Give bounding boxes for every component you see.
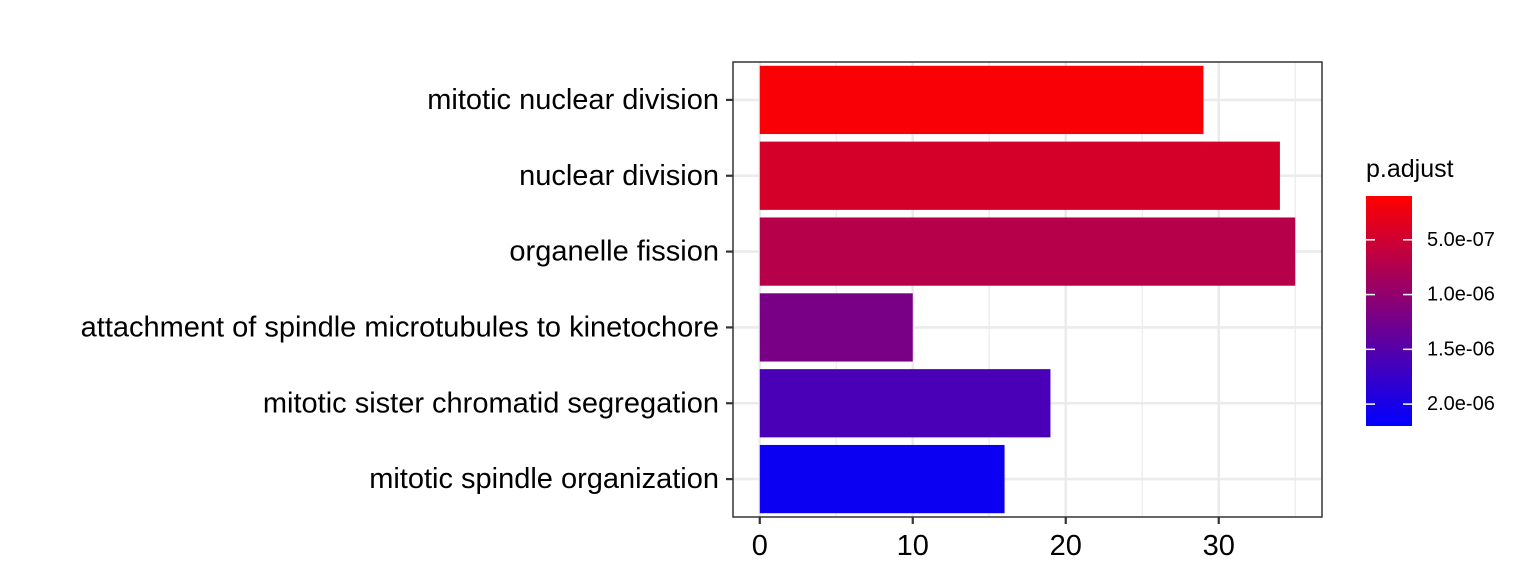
- category-label: nuclear division: [519, 160, 719, 192]
- panel-background: [733, 62, 1322, 517]
- x-tick-label: 10: [897, 530, 929, 562]
- legend-tick-label: 1.0e-06: [1427, 284, 1495, 306]
- bar: [759, 217, 1296, 286]
- legend-tick-label: 5.0e-07: [1427, 229, 1495, 251]
- x-tick-label: 20: [1050, 530, 1082, 562]
- bar: [759, 293, 913, 362]
- legend-ticks: 5.0e-07 1.0e-06 1.5e-06 2.0e-06: [1366, 229, 1495, 415]
- x-axis: 0 10 20 30: [752, 517, 1235, 562]
- category-label: mitotic sister chromatid segregation: [263, 387, 719, 419]
- x-tick-label: 30: [1203, 530, 1235, 562]
- legend-tick-label: 2.0e-06: [1427, 393, 1495, 415]
- bars: [732, 61, 1323, 518]
- category-label: attachment of spindle microtubules to ki…: [81, 311, 719, 343]
- legend-tick-label: 1.5e-06: [1427, 338, 1495, 360]
- bar: [759, 369, 1051, 438]
- panel-border: [732, 61, 1323, 518]
- y-axis: mitotic nuclear division nuclear division…: [81, 84, 733, 495]
- bar: [759, 444, 1005, 514]
- x-tick-label: 0: [752, 530, 768, 562]
- category-label: mitotic spindle organization: [369, 463, 719, 495]
- category-label: organelle fission: [509, 236, 719, 268]
- legend-colorbar: [1366, 196, 1412, 426]
- legend: p.adjust 5.0e-07 1.0e-06 1.5e-06 2.0e-06: [1366, 155, 1495, 426]
- bar: [759, 65, 1204, 135]
- category-label: mitotic nuclear division: [427, 84, 719, 116]
- legend-title: p.adjust: [1366, 155, 1454, 183]
- bar: [759, 141, 1280, 210]
